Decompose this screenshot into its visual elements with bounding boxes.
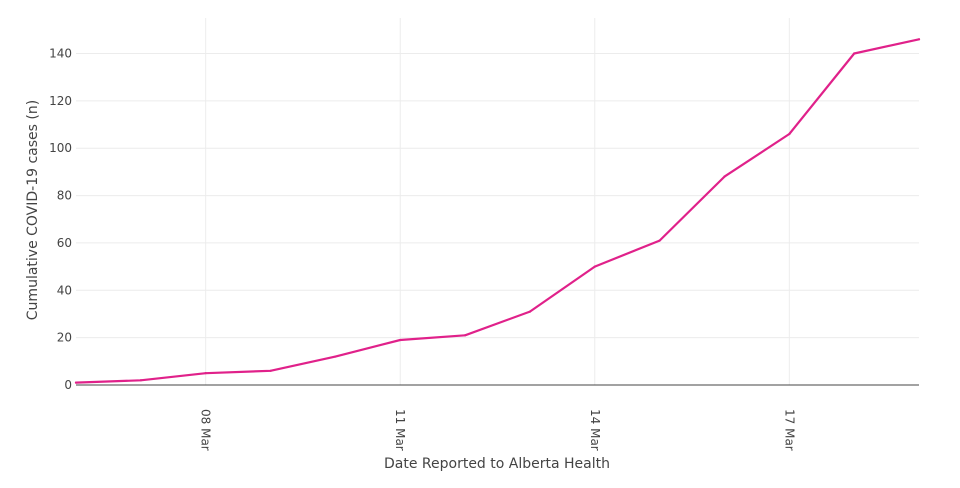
series-line-cumulative-cases	[74, 38, 921, 384]
axes: 0 20 40 60 80 100 120 140 08 Mar 11 Mar 14 Mar 17 M…	[49, 47, 919, 451]
y-tick-label: 120	[49, 94, 72, 108]
data-point	[658, 239, 661, 242]
data-point	[139, 379, 142, 382]
y-tick-label: 20	[57, 331, 72, 345]
data-point	[334, 355, 337, 358]
data-point	[853, 52, 856, 55]
x-tick-label: 08 Mar	[199, 409, 213, 451]
x-axis-title: Date Reported to Alberta Health	[384, 456, 610, 472]
data-point	[463, 334, 467, 337]
y-tick-label: 100	[49, 141, 72, 155]
y-tick-label: 0	[64, 378, 72, 392]
data-point	[528, 310, 532, 313]
data-point	[593, 265, 596, 268]
data-point	[399, 338, 402, 342]
data-point	[204, 372, 207, 375]
y-axis-title: Cumulative COVID-19 cases (n)	[25, 100, 41, 320]
data-point	[269, 369, 272, 372]
data-point	[74, 381, 78, 384]
x-tick-label: 11 Mar	[393, 409, 407, 451]
data-point	[917, 38, 921, 41]
x-tick-label: 14 Mar	[588, 409, 602, 451]
data-point	[723, 175, 726, 178]
series-layer	[74, 38, 921, 384]
gridlines	[76, 18, 919, 385]
data-point	[788, 132, 791, 136]
y-tick-label: 140	[49, 47, 72, 61]
y-tick-label: 60	[57, 236, 72, 250]
x-tick-label: 17 Mar	[782, 409, 796, 451]
y-tick-label: 80	[57, 189, 72, 203]
y-tick-label: 40	[57, 283, 72, 297]
